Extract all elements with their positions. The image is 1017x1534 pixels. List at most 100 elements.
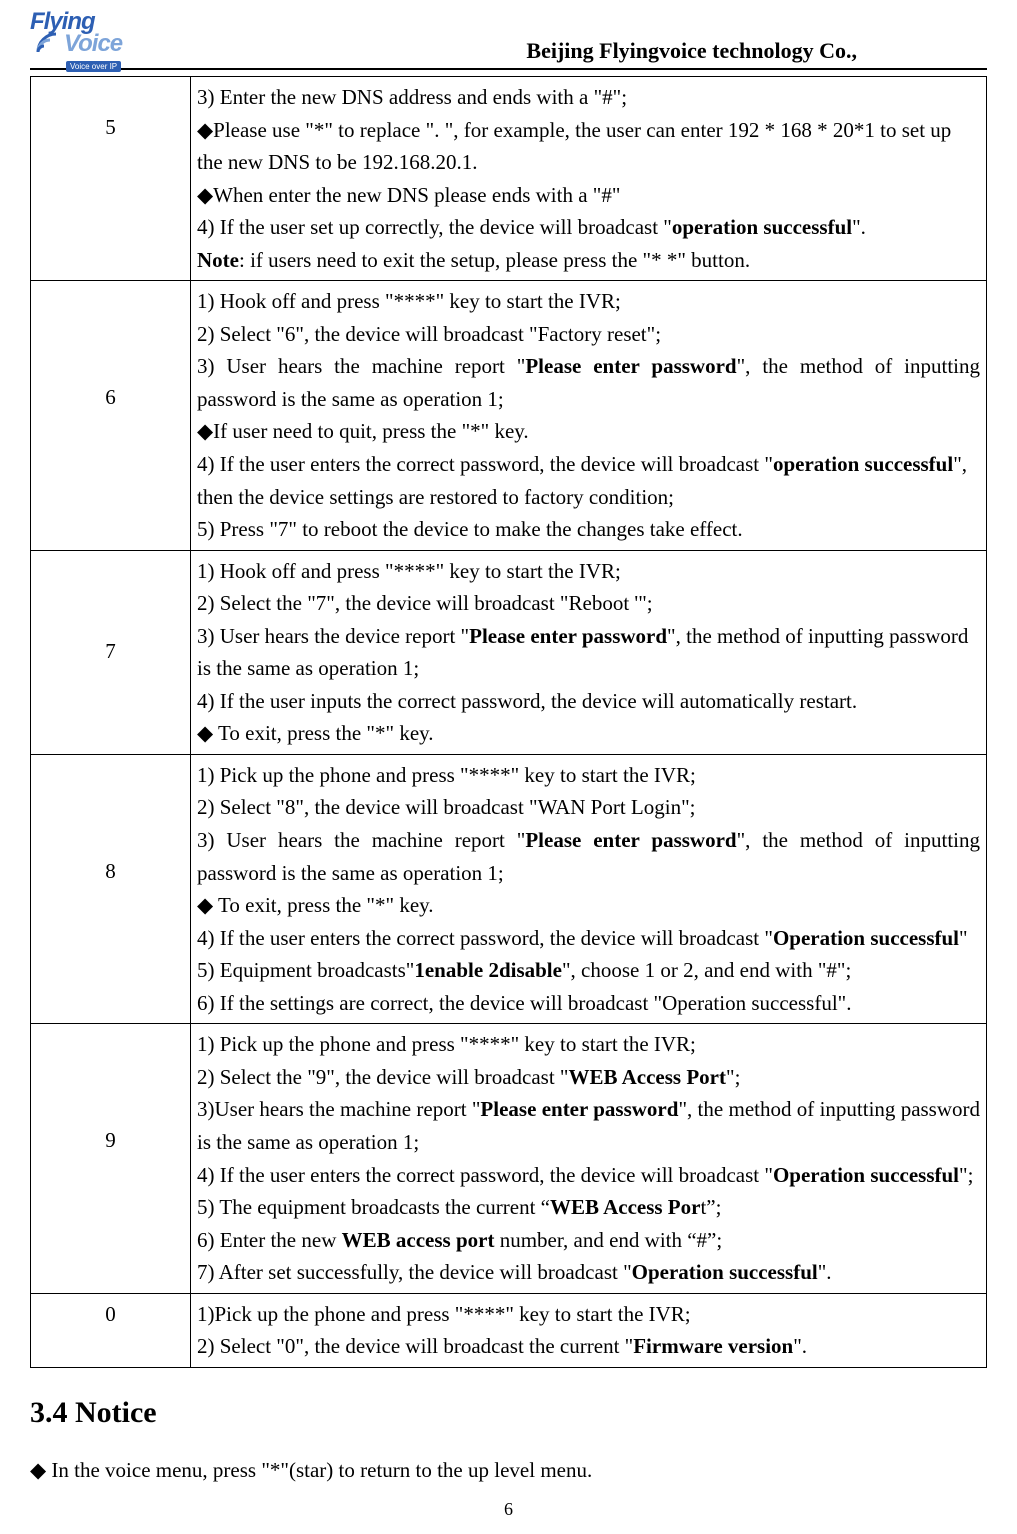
logo-line2: Voice	[64, 32, 140, 56]
table-row: 53) Enter the new DNS address and ends w…	[31, 77, 987, 281]
row-content: 1)Pick up the phone and press "****" key…	[191, 1293, 987, 1367]
page-number: 6	[0, 1499, 1017, 1520]
text: 4) If the user inputs the correct passwo…	[197, 689, 857, 713]
text: 3) User hears the device report "	[197, 624, 469, 648]
text: 3) User hears the machine report "	[197, 354, 525, 378]
row-content: 3) Enter the new DNS address and ends wi…	[191, 77, 987, 281]
text: 4) If the user enters the correct passwo…	[197, 926, 773, 950]
bold-text: Operation successful	[773, 1163, 959, 1187]
content-line: ◆When enter the new DNS please ends with…	[197, 179, 980, 212]
logo: Flying Voice Voice over IP	[30, 10, 140, 64]
text: 1) Hook off and press "****" key to star…	[197, 559, 621, 583]
text: 5) Equipment broadcasts"	[197, 958, 414, 982]
text: 4) If the user set up correctly, the dev…	[197, 215, 672, 239]
text: ";	[959, 1163, 973, 1187]
content-line: 3) User hears the device report "Please …	[197, 620, 980, 685]
content-line: 1)Pick up the phone and press "****" key…	[197, 1298, 980, 1331]
bold-text: Firmware version	[633, 1334, 793, 1358]
content-line: 2) Select "8", the device will broadcast…	[197, 791, 980, 824]
text: ◆Please use "*" to replace ". ", for exa…	[197, 118, 951, 175]
bold-text: Please enter password	[525, 354, 736, 378]
bold-text: Operation successful	[632, 1260, 818, 1284]
bold-text: Note	[197, 248, 239, 272]
text: "	[959, 926, 968, 950]
row-content: 1) Hook off and press "****" key to star…	[191, 281, 987, 550]
row-content: 1) Pick up the phone and press "****" ke…	[191, 754, 987, 1023]
text: 2) Select the "7", the device will broad…	[197, 591, 653, 615]
table-row: 71) Hook off and press "****" key to sta…	[31, 550, 987, 754]
content-line: 6) If the settings are correct, the devi…	[197, 987, 980, 1020]
text: 2) Select "8", the device will broadcast…	[197, 795, 696, 819]
content-line: 2) Select the "7", the device will broad…	[197, 587, 980, 620]
wifi-icon	[36, 32, 64, 60]
text: 4) If the user enters the correct passwo…	[197, 1163, 773, 1187]
text: 3)User hears the machine report "	[197, 1097, 480, 1121]
content-line: 3)User hears the machine report "Please …	[197, 1093, 980, 1158]
content-line: 4) If the user enters the correct passwo…	[197, 448, 980, 513]
content-line: 1) Pick up the phone and press "****" ke…	[197, 1028, 980, 1061]
content-line: 4) If the user inputs the correct passwo…	[197, 685, 980, 718]
content-line: 4) If the user set up correctly, the dev…	[197, 211, 980, 244]
content-line: 2) Select "6", the device will broadcast…	[197, 318, 980, 351]
text: ";	[726, 1065, 740, 1089]
content-line: 3) Enter the new DNS address and ends wi…	[197, 81, 980, 114]
page-header: Flying Voice Voice over IP Beijing Flyin…	[30, 10, 987, 70]
text: 4) If the user enters the correct passwo…	[197, 452, 773, 476]
text: 1) Pick up the phone and press "****" ke…	[197, 1032, 696, 1056]
text: ◆ To exit, press the "*" key.	[197, 893, 434, 917]
logo-sub: Voice over IP	[66, 61, 121, 72]
content-line: 3) User hears the machine report "Please…	[197, 350, 980, 415]
text: 6) If the settings are correct, the devi…	[197, 991, 851, 1015]
text: ".	[793, 1334, 807, 1358]
bold-text: operation successful	[672, 215, 852, 239]
text: ◆When enter the new DNS please ends with…	[197, 183, 620, 207]
bold-text: WEB Access Por	[550, 1195, 700, 1219]
row-number: 8	[31, 754, 191, 1023]
row-number: 9	[31, 1024, 191, 1293]
text: ".	[852, 215, 866, 239]
content-line: ◆ To exit, press the "*" key.	[197, 717, 980, 750]
text: ".	[818, 1260, 832, 1284]
text: 5) The equipment broadcasts the current …	[197, 1195, 550, 1219]
section-title: 3.4 Notice	[30, 1396, 987, 1430]
content-line: 4) If the user enters the correct passwo…	[197, 922, 980, 955]
content-line: 5) Equipment broadcasts"1enable 2disable…	[197, 954, 980, 987]
row-number: 0	[31, 1293, 191, 1367]
content-line: 2) Select "0", the device will broadcast…	[197, 1330, 980, 1363]
content-line: 6) Enter the new WEB access port number,…	[197, 1224, 980, 1257]
bold-text: Operation successful	[773, 926, 959, 950]
content-line: ◆Please use "*" to replace ". ", for exa…	[197, 114, 980, 179]
row-number: 5	[31, 77, 191, 281]
table-row: 81) Pick up the phone and press "****" k…	[31, 754, 987, 1023]
text: 2) Select "0", the device will broadcast…	[197, 1334, 633, 1358]
text: 2) Select the "9", the device will broad…	[197, 1065, 569, 1089]
table-row: 61) Hook off and press "****" key to sta…	[31, 281, 987, 550]
content-line: 4) If the user enters the correct passwo…	[197, 1159, 980, 1192]
content-line: 2) Select the "9", the device will broad…	[197, 1061, 980, 1094]
text: 3) Enter the new DNS address and ends wi…	[197, 85, 627, 109]
company-name: Beijing Flyingvoice technology Co.,	[526, 38, 987, 64]
bold-text: Please enter password	[480, 1097, 678, 1121]
text: 6) Enter the new	[197, 1228, 342, 1252]
content-line: ◆ To exit, press the "*" key.	[197, 889, 980, 922]
bold-text: 1enable 2disable	[414, 958, 562, 982]
text: number, and end with “#”;	[494, 1228, 722, 1252]
content-line: ◆If user need to quit, press the "*" key…	[197, 415, 980, 448]
text: ◆If user need to quit, press the "*" key…	[197, 419, 529, 443]
bold-text: WEB access port	[342, 1228, 495, 1252]
row-number: 7	[31, 550, 191, 754]
text: 5) Press "7" to reboot the device to mak…	[197, 517, 743, 541]
row-content: 1) Pick up the phone and press "****" ke…	[191, 1024, 987, 1293]
text: : if users need to exit the setup, pleas…	[239, 248, 750, 272]
text: 1) Pick up the phone and press "****" ke…	[197, 763, 696, 787]
content-line: 5) The equipment broadcasts the current …	[197, 1191, 980, 1224]
text: 1) Hook off and press "****" key to star…	[197, 289, 621, 313]
content-line: Note: if users need to exit the setup, p…	[197, 244, 980, 277]
content-line: 1) Hook off and press "****" key to star…	[197, 555, 980, 588]
content-line: 1) Hook off and press "****" key to star…	[197, 285, 980, 318]
table-row: 91) Pick up the phone and press "****" k…	[31, 1024, 987, 1293]
bold-text: Please enter password	[469, 624, 667, 648]
row-content: 1) Hook off and press "****" key to star…	[191, 550, 987, 754]
text: 1)Pick up the phone and press "****" key…	[197, 1302, 691, 1326]
text: t”;	[700, 1195, 721, 1219]
